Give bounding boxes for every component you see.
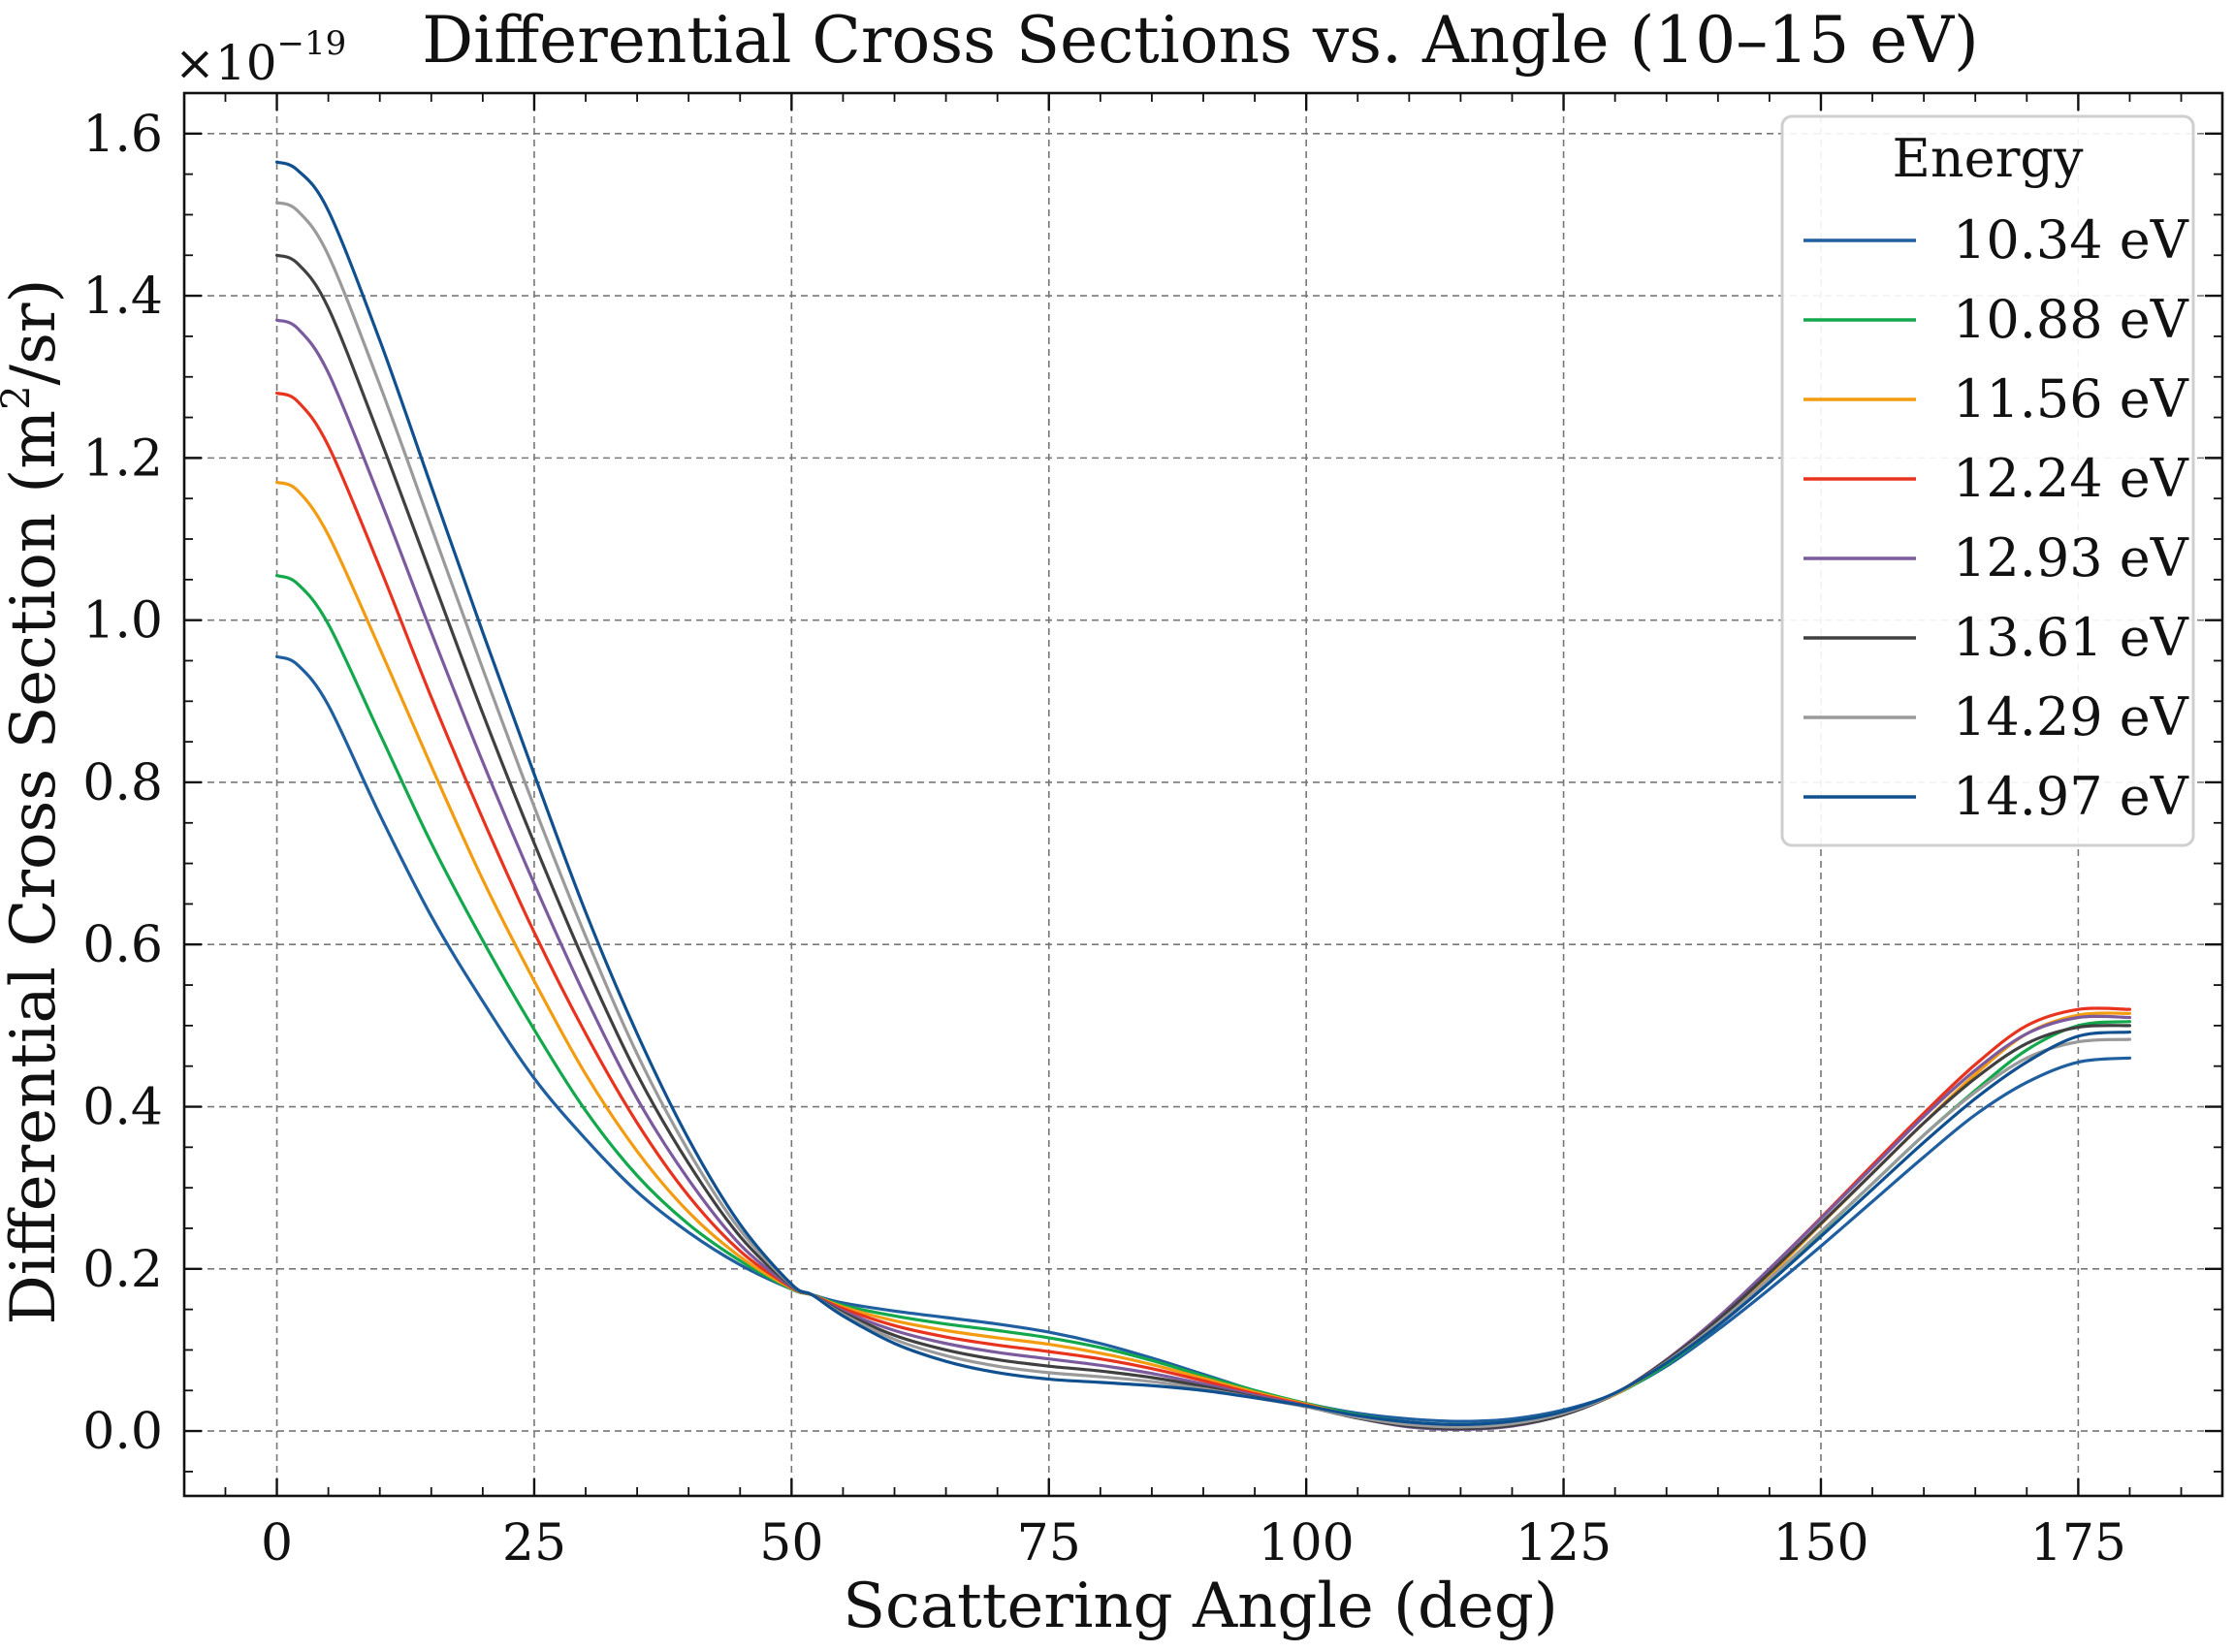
y-axis-label: Differential Cross Section (m2/sr) [0,278,70,1324]
y-axis-label-superscript: 2 [0,385,39,409]
legend-box [1780,114,2195,847]
x-tick-label: 150 [1772,1514,1868,1573]
y-tick-label: 1.2 [82,429,163,488]
legend-label: 14.97 eV [1953,766,2189,827]
multiplier-base: ×10 [175,35,277,91]
x-tick-label: 100 [1259,1514,1355,1573]
series-line-5 [274,318,2132,1432]
x-tick-label: 50 [759,1514,823,1573]
chart-title: Differential Cross Sections vs. Angle (1… [422,3,1978,78]
x-tick-label: 0 [261,1514,293,1573]
legend-label: 10.88 eV [1953,289,2189,350]
series-line-1 [274,654,2132,1423]
legend-title: Energy [1892,128,2084,189]
legend-label: 11.56 eV [1953,368,2189,429]
legend-label: 14.29 eV [1953,686,2189,747]
y-tick-label: 0.2 [82,1241,163,1299]
x-tick-label: 125 [1516,1514,1612,1573]
y-tick-label: 0.6 [82,916,163,974]
x-tick-label: 75 [1017,1514,1081,1573]
y-tick-label: 1.4 [82,268,163,326]
legend-label: 10.34 eV [1953,209,2189,270]
legend-label: 12.93 eV [1953,527,2189,588]
y-tick-label: 1.6 [82,106,163,164]
y-tick-label: 0.8 [82,754,163,812]
y-axis-multiplier: ×10−19 [175,24,346,91]
legend-items: 10.34 eV 10.88 eV 11.56 eV 12.24 eV 12.93 eV… [1803,209,2189,827]
axis-ticks [184,93,2222,1496]
x-axis-label: Scattering Angle (deg) [843,1571,1558,1642]
tick-labels: 0 25 50 75 100 125 150 175 0.0 0.2 0.4 0.6 0.8 1.0 1.2… [82,106,2126,1573]
legend-label: 13.61 eV [1953,607,2189,668]
series-line-8 [274,160,2132,1427]
x-tick-label: 175 [2030,1514,2126,1573]
y-axis-label-tail: /sr) [0,278,70,385]
y-axis-label-main: Differential Cross Section (m [0,410,70,1325]
series-line-6 [274,253,2132,1431]
y-tick-label: 0.0 [82,1403,163,1461]
y-tick-label: 1.0 [82,592,163,651]
legend-label: 12.24 eV [1953,448,2189,509]
y-tick-label: 0.4 [82,1079,163,1137]
series-lines [274,160,2132,1432]
multiplier-exponent: −19 [277,24,347,63]
series-line-7 [274,201,2132,1429]
x-tick-label: 25 [502,1514,566,1573]
